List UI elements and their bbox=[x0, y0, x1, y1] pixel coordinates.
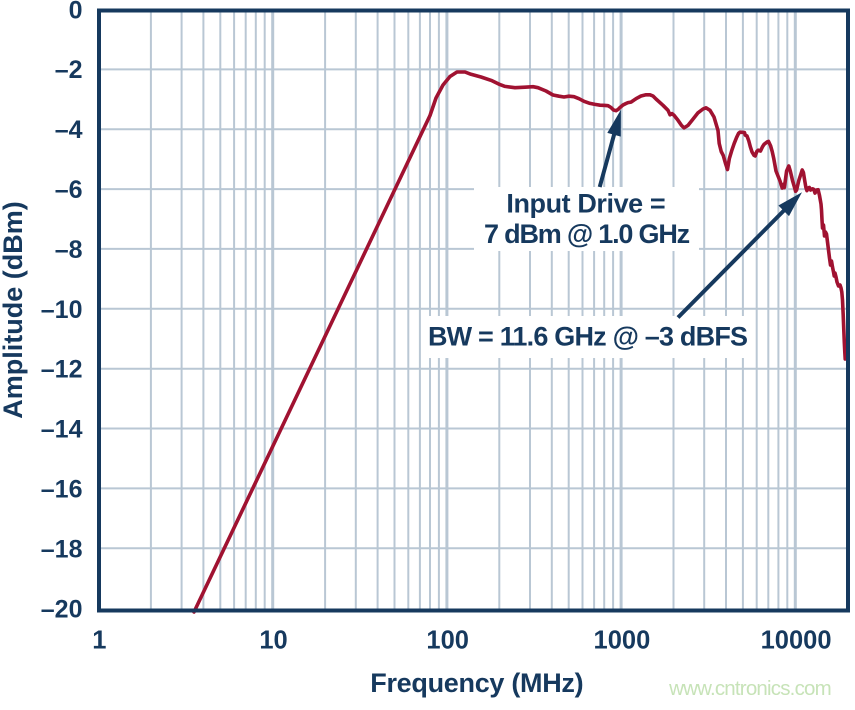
svg-text:Input Drive =: Input Drive = bbox=[506, 189, 665, 219]
svg-text:–18: –18 bbox=[41, 535, 83, 563]
svg-text:1000: 1000 bbox=[594, 627, 651, 655]
svg-text:–2: –2 bbox=[55, 56, 83, 84]
svg-text:0: 0 bbox=[69, 0, 83, 24]
svg-text:10000: 10000 bbox=[761, 627, 832, 655]
svg-text:www.cntronics.com: www.cntronics.com bbox=[668, 677, 831, 700]
svg-text:7 dBm @ 1.0 GHz: 7 dBm @ 1.0 GHz bbox=[484, 219, 690, 249]
svg-text:Amplitude (dBm): Amplitude (dBm) bbox=[0, 201, 28, 418]
svg-text:–4: –4 bbox=[55, 116, 83, 144]
svg-text:1: 1 bbox=[92, 627, 106, 655]
svg-text:100: 100 bbox=[426, 627, 469, 655]
svg-text:–12: –12 bbox=[41, 356, 83, 384]
svg-text:BW = 11.6 GHz @ –3 dBFS: BW = 11.6 GHz @ –3 dBFS bbox=[428, 322, 747, 352]
svg-text:–14: –14 bbox=[41, 416, 83, 444]
svg-text:Frequency (MHz): Frequency (MHz) bbox=[370, 668, 583, 698]
svg-text:–8: –8 bbox=[55, 236, 83, 264]
svg-text:–20: –20 bbox=[41, 595, 83, 623]
svg-text:10: 10 bbox=[259, 627, 287, 655]
svg-text:–6: –6 bbox=[55, 176, 83, 204]
svg-text:–10: –10 bbox=[41, 296, 83, 324]
svg-text:–16: –16 bbox=[41, 476, 83, 504]
